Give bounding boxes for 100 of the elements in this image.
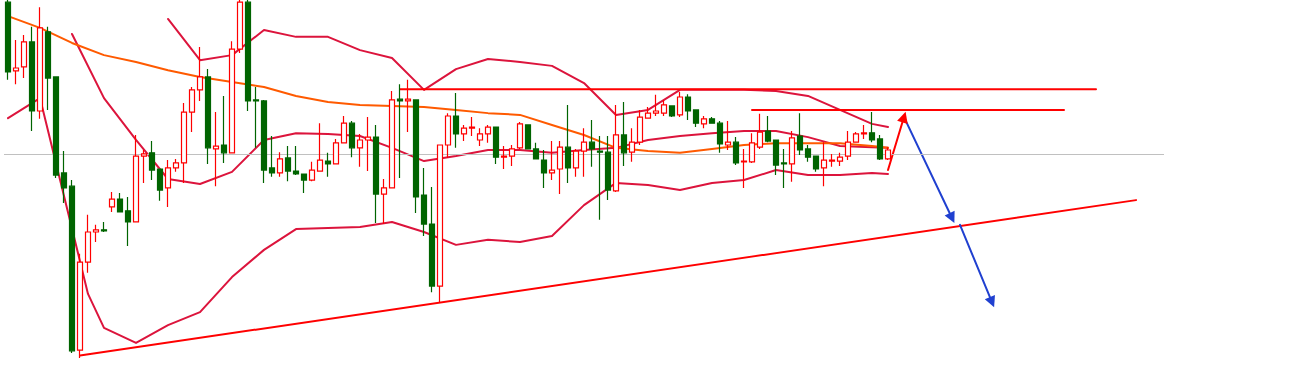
candlestick [484, 124, 492, 144]
candlestick [564, 104, 572, 184]
candlestick [28, 26, 36, 132]
candlestick [676, 91, 684, 118]
candlestick [356, 133, 364, 168]
candlestick [612, 104, 620, 193]
candlestick [684, 93, 692, 121]
candlestick [572, 148, 580, 178]
candlestick [692, 109, 700, 128]
candlestick [636, 109, 644, 146]
candlestick [244, 0, 252, 112]
candlestick [220, 95, 228, 164]
candlestick [524, 124, 532, 150]
candlestick [372, 124, 380, 224]
candlestick [820, 141, 828, 187]
candlestick [20, 34, 28, 79]
candlestick [52, 76, 60, 179]
candlestick [332, 138, 340, 165]
candlestick [196, 46, 204, 102]
candlestick [228, 40, 236, 154]
candlestick [60, 150, 68, 204]
candlestick [812, 155, 820, 173]
candlestick [644, 106, 652, 120]
candlestick [604, 135, 612, 201]
candlestick [92, 224, 100, 243]
candlestick [140, 149, 148, 184]
candlestick [740, 148, 748, 189]
candlestick [468, 116, 476, 137]
candlestick [308, 161, 316, 182]
candlestick [12, 39, 20, 85]
candlestick [188, 86, 196, 133]
candlestick [380, 178, 388, 225]
candlestick [340, 115, 348, 144]
candlestick [660, 99, 668, 117]
candlestick [164, 159, 172, 208]
candlestick [84, 214, 92, 274]
candlestick [852, 131, 860, 144]
candlestick [844, 130, 852, 161]
candlestick [388, 90, 396, 189]
candlestick [732, 136, 740, 166]
candlestick [148, 140, 156, 181]
candlestick [532, 142, 540, 160]
candlestick [700, 115, 708, 129]
candlestick [596, 135, 604, 221]
candlestick [420, 167, 428, 237]
candlestick [4, 0, 12, 81]
candlestick [708, 116, 716, 125]
candlestick [556, 140, 564, 195]
candlestick [756, 113, 764, 150]
candlestick [260, 99, 268, 184]
candlestick [284, 145, 292, 182]
candlestick [364, 116, 372, 172]
candlestick [180, 102, 188, 184]
candlestick [124, 196, 132, 247]
candlestick [876, 134, 884, 161]
candlestick [724, 120, 732, 151]
candlestick [36, 6, 44, 120]
candlestick [252, 86, 260, 149]
candlestick [508, 144, 516, 167]
candlestick [324, 152, 332, 178]
candlestick [780, 148, 788, 189]
candlestick [788, 130, 796, 183]
candlestick [588, 119, 596, 168]
candlestick [348, 120, 356, 158]
candlestick [476, 127, 484, 147]
candlestick [716, 120, 724, 154]
candlestick [836, 152, 844, 167]
candlestick [540, 149, 548, 189]
candlestick [492, 126, 500, 165]
candlestick [412, 99, 420, 214]
candlestick [500, 145, 508, 170]
candlestick [460, 124, 468, 142]
candlestick [772, 139, 780, 176]
candlestick [860, 124, 868, 140]
candlestick [868, 111, 876, 143]
candlestick [300, 173, 308, 194]
candlestick [100, 221, 108, 233]
candlestick [444, 112, 452, 159]
candlestick [172, 158, 180, 173]
candlestick [108, 191, 116, 213]
candlestick [268, 135, 276, 178]
candlestick [116, 192, 124, 213]
candlestick [396, 83, 404, 179]
candlestick [156, 168, 164, 202]
candlestick [620, 101, 628, 167]
candlestick [548, 140, 556, 181]
candlestick [748, 132, 756, 164]
candlestick [516, 121, 524, 150]
candlestick [668, 105, 676, 118]
candlestick [764, 115, 772, 143]
candlestick [212, 111, 220, 187]
candlestick [828, 153, 836, 168]
candlestick [652, 94, 660, 117]
candlestick [580, 127, 588, 178]
candlestick [428, 186, 436, 293]
candlestick [628, 127, 636, 163]
candlestick [452, 92, 460, 149]
candlestick [44, 26, 52, 111]
candlestick [132, 134, 140, 223]
candlestick [796, 112, 804, 156]
